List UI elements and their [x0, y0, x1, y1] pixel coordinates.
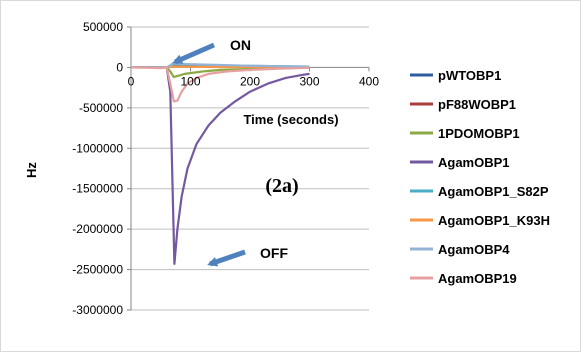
y-tick-label: -500000: [79, 101, 123, 115]
y-axis-title: Hz: [24, 162, 39, 178]
tick-labels: 500000 0 -500000 -1000000 -1500000 -2000000 -2…: [24, 20, 379, 317]
series-line: [130, 66, 310, 103]
x-tick-label: 0: [128, 74, 135, 88]
legend-entry: AgamOBP19: [438, 271, 517, 286]
series-lines: [130, 62, 310, 265]
legend-entry: AgamOBP4: [438, 242, 510, 257]
legend-entry: 1PDOMOBP1: [438, 126, 520, 141]
legend-entry: pWTOBP1: [438, 68, 501, 83]
annotation-arrow: [172, 42, 215, 65]
x-tick-label: 200: [240, 74, 260, 88]
annotation-label: OFF: [260, 245, 288, 261]
y-tick-label: -2500000: [72, 263, 123, 277]
legend-entry: AgamOBP1_K93H: [438, 213, 550, 228]
annotations: ON OFF: [172, 37, 288, 267]
x-tick-label: 300: [299, 74, 319, 88]
annotation-label: ON: [230, 37, 251, 53]
y-tick-label: -1500000: [72, 182, 123, 196]
x-axis-title: Time (seconds): [243, 112, 338, 127]
x-tick-label: 100: [180, 74, 200, 88]
legend-entry: pF88WOBP1: [438, 97, 516, 112]
y-tick-label: 500000: [83, 20, 123, 34]
x-tick-label: 400: [359, 74, 379, 88]
legend: pWTOBP1 pF88WOBP1 1PDOMOBP1 AgamOBP1 AgamOBP…: [410, 68, 550, 286]
y-tick-label: -1000000: [72, 141, 123, 155]
annotation-arrow: [207, 249, 246, 267]
y-tick-label: -2000000: [72, 222, 123, 236]
panel-label: (2a): [265, 175, 298, 197]
legend-entry: AgamOBP1_S82P: [438, 184, 549, 199]
legend-entry: AgamOBP1: [438, 155, 510, 170]
y-tick-label: 0: [116, 60, 123, 74]
series-line: [131, 66, 310, 265]
y-tick-label: -3000000: [72, 303, 123, 317]
